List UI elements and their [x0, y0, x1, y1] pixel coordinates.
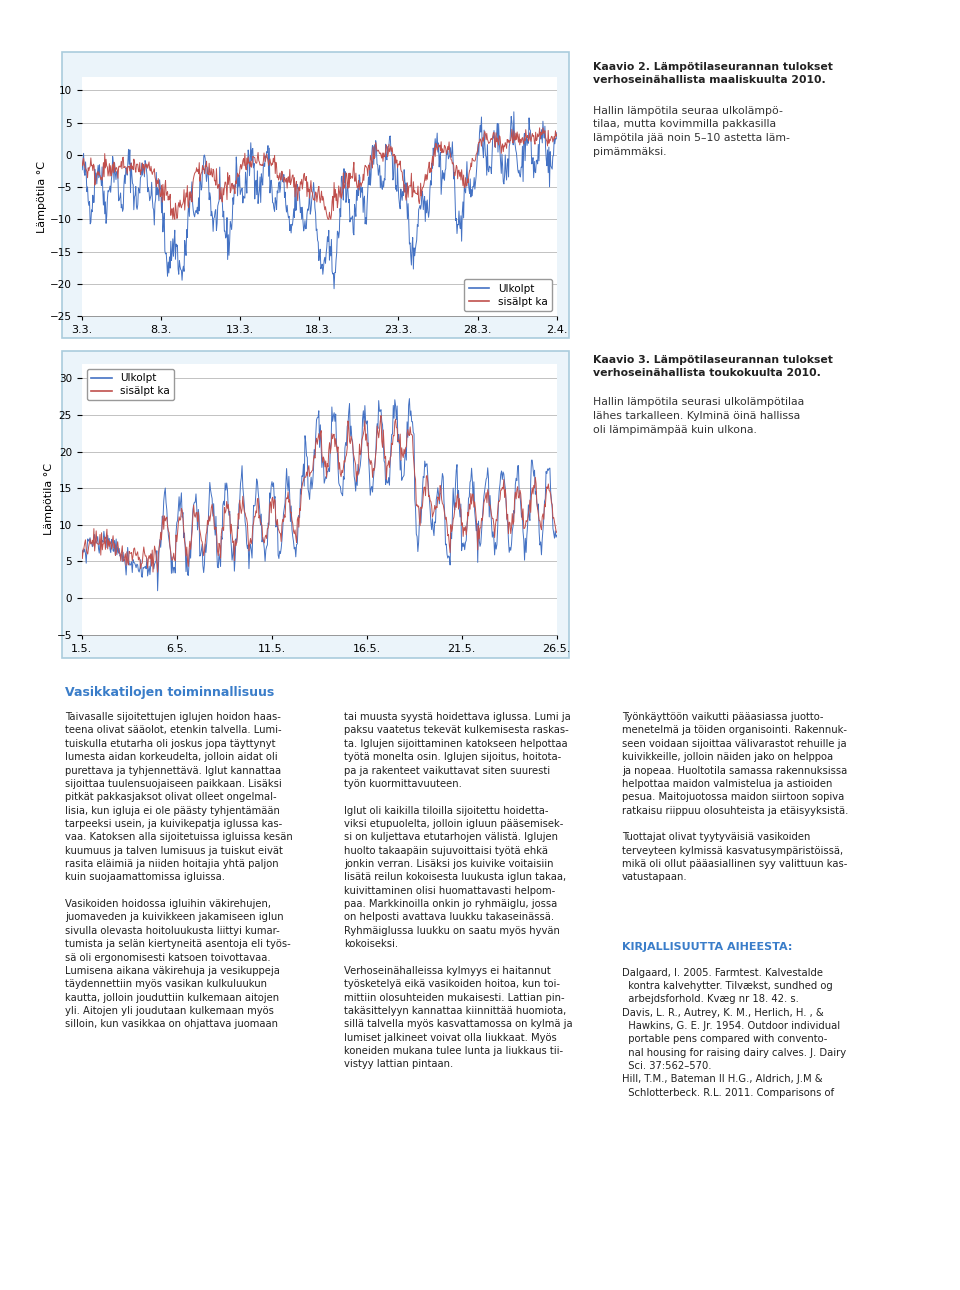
Text: tai muusta syystä hoidettava iglussa. Lumi ja
paksu vaatetus tekevät kulkemisest: tai muusta syystä hoidettava iglussa. Lu… — [344, 712, 572, 1069]
Text: Työnkäyttöön vaikutti pääasiassa juotto-
menetelmä ja töiden organisointi. Raken: Työnkäyttöön vaikutti pääasiassa juotto-… — [622, 712, 849, 882]
Legend: Ulkolpt, sisälpt ka: Ulkolpt, sisälpt ka — [465, 280, 552, 311]
Text: Hallin lämpötila seuraa ulkolämpö-
tilaa, mutta kovimmilla pakkasilla
lämpötila : Hallin lämpötila seuraa ulkolämpö- tilaa… — [593, 106, 790, 156]
Text: Kaavio 2. Lämpötilaseurannan tulokset
verhoseinähallista maaliskuulta 2010.: Kaavio 2. Lämpötilaseurannan tulokset ve… — [593, 62, 833, 85]
Text: Hallin lämpötila seurasi ulkolämpötilaa
lähes tarkalleen. Kylminä öinä hallissa
: Hallin lämpötila seurasi ulkolämpötilaa … — [593, 397, 804, 435]
Text: TTS:n tiedote: Maataloustyö ja tuottavuus 7/2012 (642): TTS:n tiedote: Maataloustyö ja tuottavuu… — [284, 1259, 676, 1272]
Text: Vasikkatilojen toiminnallisuus: Vasikkatilojen toiminnallisuus — [65, 686, 275, 699]
Text: Taivasalle sijoitettujen iglujen hoidon haas-
teena olivat sääolot, etenkin talv: Taivasalle sijoitettujen iglujen hoidon … — [65, 712, 293, 1029]
Text: KIRJALLISUUTTA AIHEESTA:: KIRJALLISUUTTA AIHEESTA: — [622, 942, 792, 952]
Y-axis label: Lämpötila °C: Lämpötila °C — [37, 161, 47, 232]
Y-axis label: Lämpötila °C: Lämpötila °C — [44, 463, 54, 535]
Text: Kaavio 3. Lämpötilaseurannan tulokset
verhoseinähallista toukokuulta 2010.: Kaavio 3. Lämpötilaseurannan tulokset ve… — [593, 355, 833, 378]
Legend: Ulkolpt, sisälpt ka: Ulkolpt, sisälpt ka — [86, 369, 174, 400]
Text: 7: 7 — [911, 1258, 923, 1273]
Text: Dalgaard, I. 2005. Farmtest. Kalvestalde
  kontra kalvehytter. Tilvækst, sundhed: Dalgaard, I. 2005. Farmtest. Kalvestalde… — [622, 968, 846, 1098]
